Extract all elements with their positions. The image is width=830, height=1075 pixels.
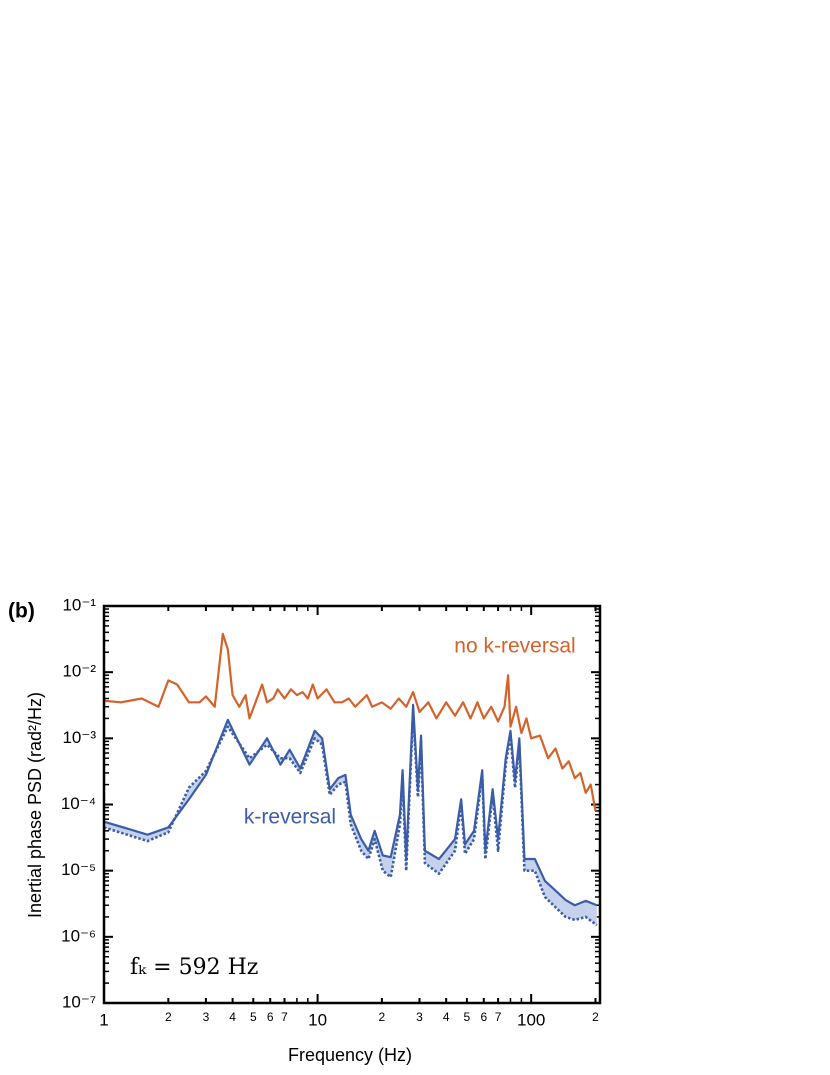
y-tick-label: 10⁻⁶ bbox=[61, 926, 96, 945]
x-tick-label: 6 bbox=[480, 1010, 487, 1024]
series-line bbox=[104, 632, 597, 812]
y-tick-label: 10⁻⁵ bbox=[61, 860, 96, 879]
x-tick-label: 100 bbox=[517, 1010, 545, 1029]
x-tick-label: 2 bbox=[165, 1010, 172, 1024]
y-tick-label: 10⁻² bbox=[62, 662, 96, 681]
annotation: fₖ = 592 Hz bbox=[130, 955, 258, 980]
x-tick-label: 6 bbox=[267, 1010, 274, 1024]
series-label: k-reversal bbox=[244, 806, 336, 829]
x-tick-label: 2 bbox=[592, 1010, 599, 1024]
series-line bbox=[104, 710, 598, 927]
plot-frame bbox=[102, 604, 602, 1005]
series-label: no k-reversal bbox=[454, 635, 575, 658]
x-axis-label: Frequency (Hz) bbox=[288, 1045, 412, 1065]
y-tick-label: 10⁻⁴ bbox=[61, 794, 96, 813]
x-tick-label: 5 bbox=[464, 1010, 471, 1024]
x-tick-label: 4 bbox=[443, 1010, 450, 1024]
panel-label: (b) bbox=[8, 600, 35, 623]
x-tick-label: 7 bbox=[281, 1010, 288, 1024]
x-tick-label: 10 bbox=[308, 1010, 327, 1029]
series-line bbox=[104, 703, 598, 907]
y-tick-label: 10⁻³ bbox=[62, 728, 96, 747]
x-tick-label: 1 bbox=[99, 1010, 108, 1029]
y-axis-label: Inertial phase PSD (rad²/Hz) bbox=[25, 692, 45, 918]
x-tick-label: 4 bbox=[229, 1010, 236, 1024]
x-tick-label: 3 bbox=[416, 1010, 423, 1024]
x-tick-label: 7 bbox=[495, 1010, 502, 1024]
x-tick-label: 3 bbox=[203, 1010, 210, 1024]
y-tick-label: 10⁻¹ bbox=[62, 595, 96, 614]
y-tick-label: 10⁻⁷ bbox=[62, 992, 96, 1011]
x-tick-label: 2 bbox=[379, 1010, 386, 1024]
x-tick-label: 5 bbox=[250, 1010, 257, 1024]
